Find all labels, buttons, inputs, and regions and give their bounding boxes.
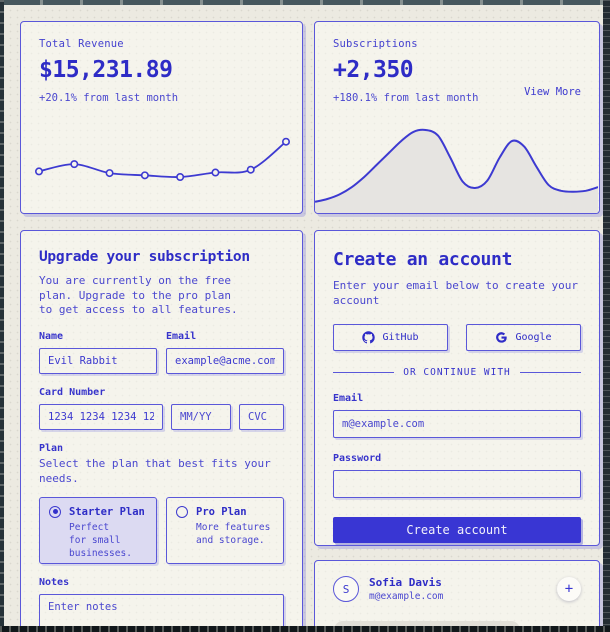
subscriptions-title: Subscriptions <box>333 38 418 50</box>
card-cvc-input[interactable] <box>239 404 284 431</box>
notes-label: Notes <box>39 576 70 588</box>
starter-plan-name: Starter Plan <box>69 505 145 518</box>
create-account-card: Create an account Enter your email below… <box>314 230 600 546</box>
card-number-label: Card Number <box>39 387 106 399</box>
total-revenue-card: Total Revenue $15,231.89 +20.1% from las… <box>20 21 303 214</box>
pro-plan-radio[interactable] <box>176 505 188 518</box>
avatar: S <box>333 576 359 602</box>
plan-description: Select the plan that best fits your need… <box>39 457 271 485</box>
upgrade-description: You are currently on the free plan. Upgr… <box>39 274 238 317</box>
signup-email-input[interactable] <box>333 410 581 439</box>
pro-plan-name: Pro Plan <box>196 505 247 518</box>
password-input[interactable] <box>333 470 581 499</box>
password-label: Password <box>333 453 382 465</box>
subscriptions-change: +180.1% from last month <box>333 92 479 104</box>
or-continue-divider: OR CONTINUE WITH <box>333 367 581 378</box>
plan-options: Starter Plan Perfect for small businesse… <box>39 496 284 564</box>
create-account-title: Create an account <box>333 249 513 270</box>
google-button[interactable]: Google <box>466 324 581 352</box>
bottom-ruler-edge <box>0 626 610 632</box>
starter-plan-option[interactable]: Starter Plan Perfect for small businesse… <box>39 496 157 564</box>
revenue-change: +20.1% from last month <box>39 92 179 104</box>
revenue-value: $15,231.89 <box>39 57 173 83</box>
github-icon <box>362 331 376 344</box>
upgrade-subscription-card: Upgrade your subscription You are curren… <box>20 230 303 632</box>
github-button[interactable]: GitHub <box>333 324 448 352</box>
upgrade-title: Upgrade your subscription <box>39 249 250 265</box>
name-label: Name <box>39 331 64 343</box>
revenue-line-chart <box>35 137 290 181</box>
view-more-button[interactable]: View More <box>524 86 581 98</box>
subscriptions-area-chart <box>315 128 598 213</box>
plan-label: Plan <box>39 443 64 455</box>
top-ruler-edge <box>0 0 610 5</box>
chat-user-email: m@example.com <box>369 591 444 602</box>
card-expiry-input[interactable] <box>171 404 231 431</box>
email-field[interactable] <box>166 348 284 375</box>
left-ruler-edge <box>0 0 4 632</box>
starter-plan-description: Perfect for small businesses. <box>69 521 132 560</box>
notes-textarea[interactable] <box>39 593 284 628</box>
add-user-button[interactable]: + <box>557 577 581 601</box>
subscriptions-value: +2,350 <box>333 57 414 83</box>
chat-card: S Sofia Davis m@example.com + <box>314 560 600 632</box>
email-label: Email <box>166 331 197 343</box>
card-number-input[interactable] <box>39 404 163 431</box>
starter-plan-radio[interactable] <box>49 505 61 518</box>
right-ruler-edge <box>603 0 610 632</box>
divider-label: OR CONTINUE WITH <box>403 367 511 379</box>
signup-email-label: Email <box>333 393 364 405</box>
github-button-label: GitHub <box>382 332 419 344</box>
pro-plan-description: More features and storage. <box>196 521 271 546</box>
google-button-label: Google <box>515 332 552 344</box>
create-account-description: Enter your email below to create your ac… <box>333 279 579 307</box>
pro-plan-option[interactable]: Pro Plan More features and storage. <box>166 496 284 564</box>
chat-user-name: Sofia Davis <box>369 576 442 589</box>
name-input[interactable] <box>39 348 157 375</box>
subscriptions-card: Subscriptions +2,350 +180.1% from last m… <box>314 21 600 214</box>
google-icon <box>495 331 508 344</box>
revenue-title: Total Revenue <box>39 38 124 50</box>
create-account-button[interactable]: Create account <box>333 517 581 544</box>
